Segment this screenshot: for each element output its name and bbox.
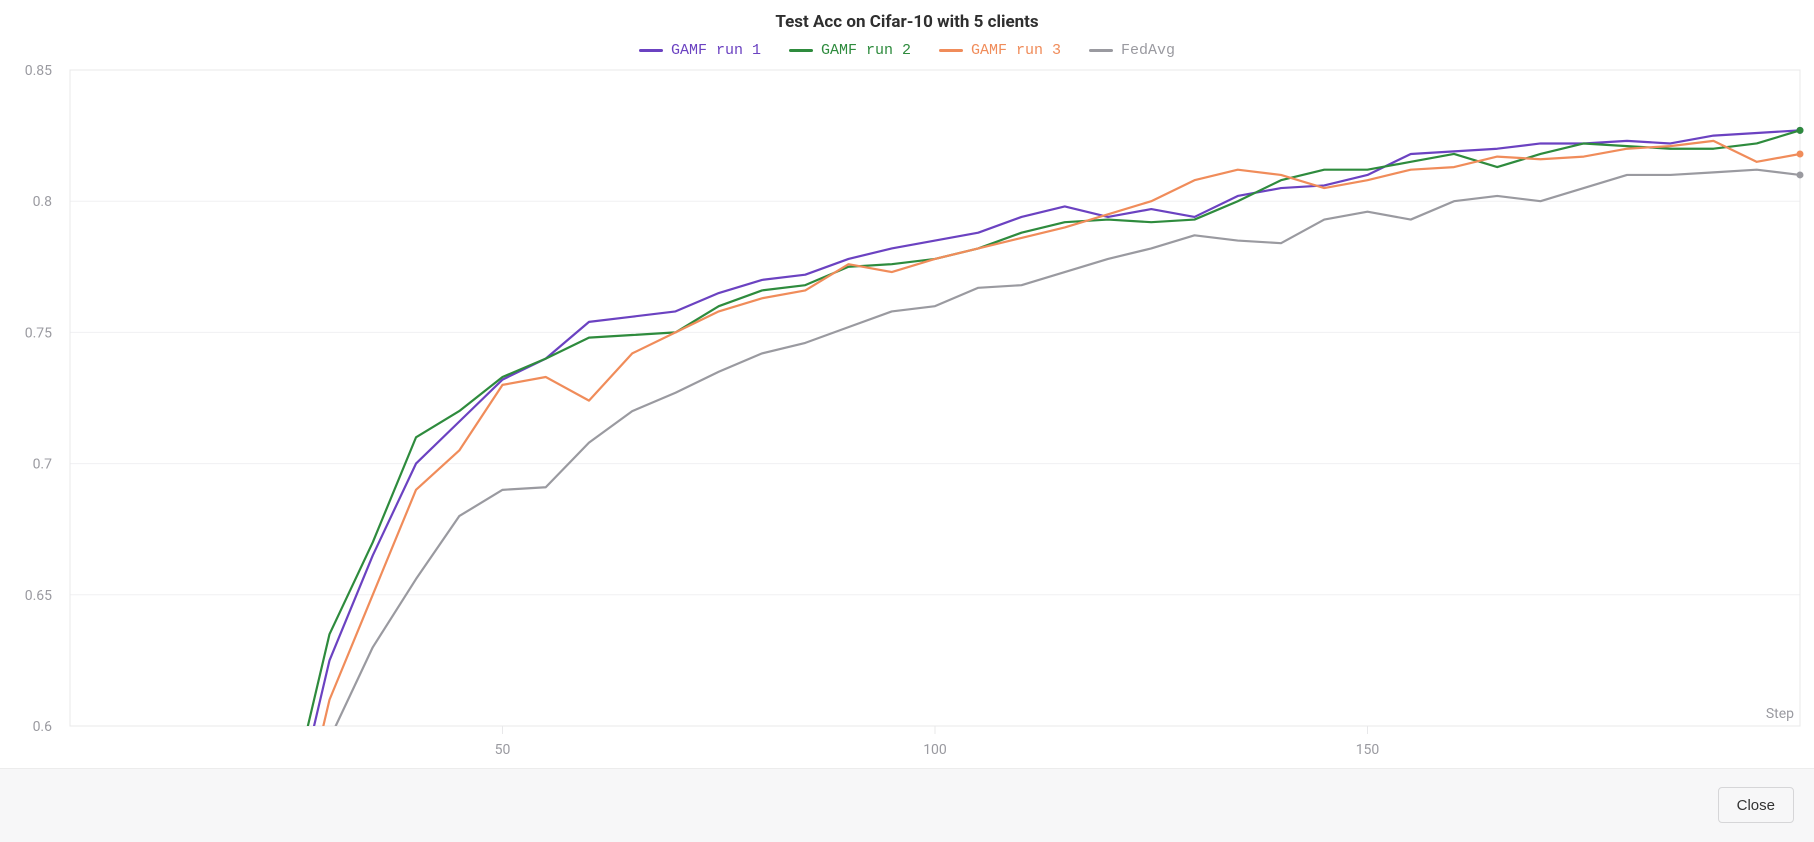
- legend-swatch: [1089, 49, 1113, 52]
- plot-border: [70, 70, 1800, 726]
- legend-item[interactable]: FedAvg: [1089, 42, 1175, 59]
- y-tick-label: 0.65: [25, 588, 52, 604]
- series-line[interactable]: [286, 141, 1800, 768]
- y-tick-label: 0.85: [25, 63, 52, 79]
- x-tick-label: 150: [1356, 742, 1380, 758]
- y-tick-label: 0.7: [33, 457, 53, 473]
- x-tick-label: 50: [495, 742, 511, 758]
- footer-bar: Close: [0, 768, 1814, 842]
- legend-swatch: [939, 49, 963, 52]
- series-line[interactable]: [286, 130, 1800, 768]
- y-tick-label: 0.8: [33, 194, 53, 210]
- legend-label: GAMF run 2: [821, 42, 911, 59]
- legend-label: FedAvg: [1121, 42, 1175, 59]
- series-line[interactable]: [286, 130, 1800, 768]
- chart-legend: GAMF run 1 GAMF run 2 GAMF run 3 FedAvg: [0, 38, 1814, 59]
- x-axis-label: Step: [1766, 706, 1794, 722]
- legend-item[interactable]: GAMF run 2: [789, 42, 911, 59]
- legend-label: GAMF run 1: [671, 42, 761, 59]
- y-tick-label: 0.6: [33, 719, 53, 735]
- chart-title: Test Acc on Cifar-10 with 5 clients: [0, 12, 1814, 32]
- series-end-marker[interactable]: [1797, 150, 1804, 157]
- series-end-marker[interactable]: [1797, 171, 1804, 178]
- legend-label: GAMF run 3: [971, 42, 1061, 59]
- x-tick-label: 100: [923, 742, 947, 758]
- series-end-marker[interactable]: [1797, 127, 1804, 134]
- legend-item[interactable]: GAMF run 1: [639, 42, 761, 59]
- chart-panel: Test Acc on Cifar-10 with 5 clients GAMF…: [0, 0, 1814, 768]
- legend-swatch: [639, 49, 663, 52]
- close-button[interactable]: Close: [1718, 787, 1794, 823]
- series-line[interactable]: [286, 170, 1800, 768]
- y-tick-label: 0.75: [25, 325, 52, 341]
- legend-item[interactable]: GAMF run 3: [939, 42, 1061, 59]
- legend-swatch: [789, 49, 813, 52]
- chart-svg: 0.6 0.65 0.7 0.75 0.8 0.85 50 100 150 Step: [0, 0, 1814, 768]
